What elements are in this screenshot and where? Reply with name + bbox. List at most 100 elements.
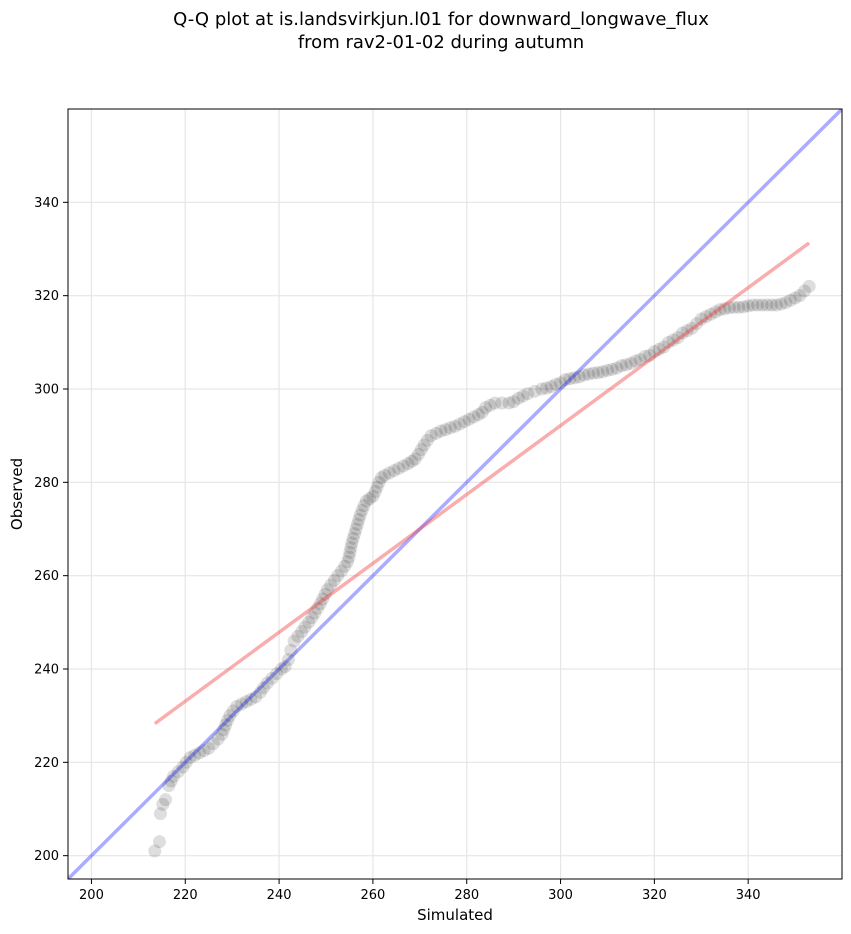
x-tick-label: 300 [548,888,573,903]
data-point [429,426,443,440]
data-point [396,459,410,473]
data-point [370,480,384,494]
data-point [661,335,675,349]
data-point [176,760,190,774]
data-point [308,606,322,620]
data-point [657,340,671,354]
data-point [760,298,774,312]
data-point [265,671,279,685]
data-point [171,765,185,779]
data-point [448,419,462,433]
data-point [411,447,425,461]
data-point [401,457,415,471]
data-point [439,423,453,437]
data-point [746,298,760,312]
data-point [751,298,765,312]
data-point [783,293,797,307]
y-tick-label: 260 [34,569,59,584]
data-point [633,353,647,367]
data-point [343,545,357,559]
data-point [153,807,167,821]
data-point [535,382,549,396]
data-point [671,331,685,345]
data-point [345,536,359,550]
data-point [647,345,661,359]
data-point [453,417,467,431]
data-point [629,354,643,368]
data-point [270,667,284,681]
chart-subtitle: from rav2-01-02 during autumn [298,32,584,53]
data-point [615,359,629,373]
data-point [554,376,568,390]
data-point [281,653,295,667]
data-point [179,755,193,769]
data-point [462,412,476,426]
data-point [162,779,176,793]
y-axis-label: Observed [8,458,26,530]
data-point [159,793,173,807]
data-point [202,741,216,755]
data-point [148,844,162,858]
x-tick-label: 200 [79,888,104,903]
data-point [488,396,502,410]
data-point [260,676,274,690]
data-point [291,629,305,643]
y-tick-label: 200 [34,849,59,864]
data-point [736,300,750,314]
data-point [341,555,355,569]
data-point [414,443,428,457]
y-tick-label: 340 [34,196,59,211]
data-point [350,517,364,531]
data-point [249,690,263,704]
data-point [685,321,699,335]
data-point [572,370,586,384]
data-point [638,349,652,363]
data-point [368,485,382,499]
data-point [197,744,211,758]
data-point [797,284,811,298]
data-point [302,615,316,629]
data-point [392,461,406,475]
x-axis-label: Simulated [417,906,493,924]
data-point [357,499,371,513]
data-point [511,391,525,405]
data-point [708,305,722,319]
data-point [676,326,690,340]
data-point [327,573,341,587]
data-point [164,774,178,788]
data-point [528,384,542,398]
data-point [652,342,666,356]
data-point [666,333,680,347]
data-point [287,634,301,648]
data-point [408,452,422,466]
data-point [324,578,338,592]
data-point [372,475,386,489]
data-point [295,625,309,639]
fit-line [153,241,811,726]
data-point [387,464,401,478]
data-point [223,709,237,723]
data-points [148,279,816,858]
data-point [156,797,170,811]
data-point [215,727,229,741]
data-point [363,492,377,506]
data-point [239,695,253,709]
data-point [722,301,736,315]
data-point [443,421,457,435]
data-point [219,718,233,732]
data-point [278,660,292,674]
data-point [334,564,348,578]
data-point [274,662,288,676]
data-point [755,298,769,312]
data-point [211,732,225,746]
data-point [366,489,380,503]
x-tick-label: 340 [736,888,761,903]
x-tick-label: 280 [454,888,479,903]
data-point [338,559,352,573]
data-point [320,583,334,597]
data-point [349,522,363,536]
data-point [507,395,521,409]
y-tick-label: 220 [34,756,59,771]
data-point [226,704,240,718]
